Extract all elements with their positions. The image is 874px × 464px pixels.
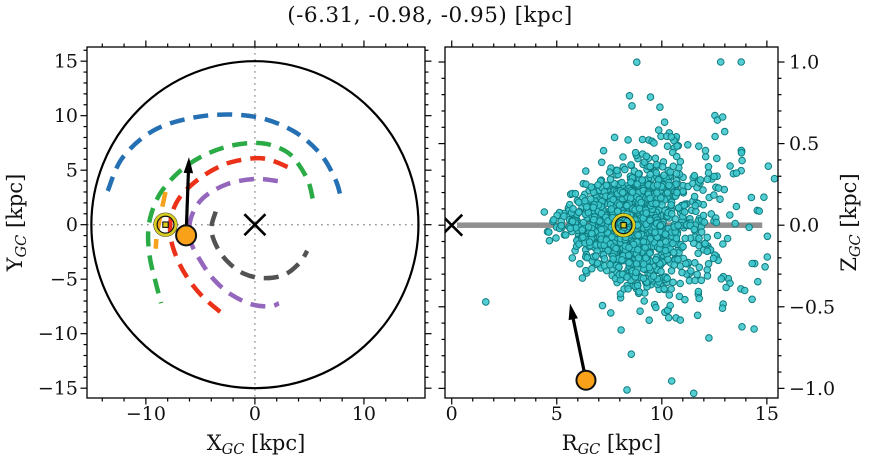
svg-text:0.5: 0.5 [789,133,819,155]
figure-title: (-6.31, -0.98, -0.95) [kpc] [287,3,573,28]
axis-label: RGC [kpc] [562,431,662,458]
star-particle-scatter [482,58,778,398]
axis-label: YGC [kpc] [3,174,30,273]
rz-plane-frame [444,46,779,399]
svg-text:10: 10 [650,403,674,425]
svg-text:0: 0 [249,403,261,425]
svg-text:−1.0: −1.0 [789,378,835,400]
rz-plane-tick-labels: 0 5 10 15 1.0 0.5 0.0 −0.5 −1.0 [446,52,835,425]
velocity-arrow [568,303,588,381]
rz-plane-panel: 0 5 10 15 1.0 0.5 0.0 −0.5 −1.0 RGC [kpc] ZGC [kpc… [438,40,864,458]
axis-label: XGC [kpc] [207,431,306,458]
svg-text:5: 5 [551,403,563,425]
rz-plane-ticks [438,40,785,405]
solar-circle [90,60,420,390]
svg-text:−10: −10 [126,403,166,425]
svg-text:5: 5 [66,160,78,182]
svg-text:0: 0 [446,403,458,425]
local-orange-arm [153,191,168,249]
svg-text:−10: −10 [38,323,78,345]
svg-text:10: 10 [352,403,376,425]
tracked-star-marker [175,224,198,247]
svg-text:15: 15 [54,51,78,73]
xy-plane-panel: −10 0 10 15 10 5 0 −5 −10 −15 XGC [kpc] YGC [kpc] [3,40,432,458]
svg-text:10: 10 [54,105,78,127]
galactic-center-x-marker [445,213,464,237]
xy-plane-tick-labels: −10 0 10 15 10 5 0 −5 −10 −15 [38,51,376,425]
rz-plane-plot-area [445,58,778,398]
svg-text:−0.5: −0.5 [789,296,835,318]
galactic-center-x-marker [243,213,267,237]
svg-text:−15: −15 [38,378,78,400]
inner-gray-arm [209,210,310,281]
green-arm [145,140,315,304]
svg-text:1.0: 1.0 [789,52,819,74]
svg-text:0.0: 0.0 [789,215,819,237]
xy-plane-frame [86,46,426,399]
outer-blue-arm [105,112,344,200]
axis-label: ZGC [kpc] [837,173,864,271]
xy-plane-ticks [80,40,432,405]
sun-icon [153,212,178,237]
svg-text:−5: −5 [50,269,78,291]
purple-arm [186,176,280,309]
svg-text:15: 15 [755,403,779,425]
xy-plane-plot-area [87,47,425,398]
sun-icon [611,213,636,238]
tracked-star-marker [575,369,597,391]
svg-text:0: 0 [66,214,78,236]
